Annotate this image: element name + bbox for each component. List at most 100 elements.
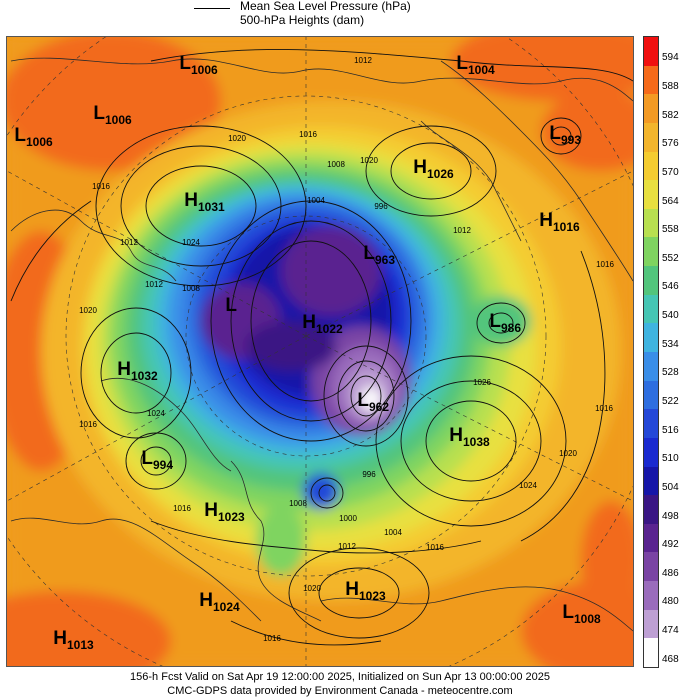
colorbar-cell (644, 208, 658, 238)
colorbar-cell (644, 581, 658, 611)
system-type-letter: L (456, 53, 468, 74)
colorbar-label: 576 (662, 138, 679, 150)
colorbar-label: 468 (662, 653, 679, 665)
chart-footer: 156-h Fcst Valid on Sat Apr 19 12:00:00 … (0, 670, 680, 698)
system-type-letter: L (357, 390, 369, 411)
colorbar-label: 588 (662, 80, 679, 92)
isobar-value-label: 1000 (339, 514, 357, 523)
high-pressure-center[interactable]: H 1022 (302, 312, 343, 336)
colorbar-label: 552 (662, 252, 679, 264)
high-pressure-center[interactable]: H 1013 (53, 628, 94, 652)
high-pressure-center[interactable]: H 1023 (204, 500, 245, 524)
system-pressure-value: 1032 (131, 369, 158, 383)
system-type-letter: L (489, 311, 501, 332)
high-pressure-center[interactable]: H 1032 (117, 359, 158, 383)
system-pressure-value: 986 (501, 321, 521, 335)
system-type-letter: H (345, 579, 359, 600)
system-type-letter: L (179, 53, 191, 74)
isobar-value-label: 1012 (354, 56, 372, 65)
system-type-letter: H (117, 359, 131, 380)
high-pressure-center[interactable]: H 1026 (413, 157, 454, 181)
low-pressure-center[interactable]: L 962 (357, 390, 389, 414)
system-pressure-value: 1006 (105, 113, 132, 127)
system-type-letter: H (199, 590, 213, 611)
isobars (10, 49, 633, 646)
low-pressure-center[interactable]: L (225, 295, 237, 316)
isobar-value-label: 1004 (307, 196, 325, 205)
isobar-value-label: 1016 (596, 260, 614, 269)
system-type-letter: L (225, 295, 237, 316)
low-pressure-center[interactable]: L 1004 (456, 53, 495, 77)
system-type-letter: L (141, 448, 153, 469)
low-pressure-center[interactable]: L 963 (363, 243, 395, 267)
system-pressure-value: 1006 (26, 135, 53, 149)
system-pressure-value: 1013 (67, 638, 94, 652)
isobar-value-label: 1012 (120, 238, 138, 247)
colorbar-cell (644, 609, 658, 639)
colorbar-cell (644, 409, 658, 439)
colorbar-cell (644, 94, 658, 124)
coastlines (10, 57, 633, 632)
forecast-map[interactable]: 1012 1020 1016 1008 1020 1004 996 1012 1016 1024 1… (6, 36, 634, 667)
system-pressure-value: 1008 (574, 612, 601, 626)
colorbar-cell (644, 266, 658, 296)
isobar-value-label: 1020 (79, 306, 97, 315)
colorbar-label: 486 (662, 567, 679, 579)
system-pressure-value: 1024 (213, 600, 240, 614)
isobar-value-label: 1020 (360, 156, 378, 165)
high-pressure-center[interactable]: H 1016 (539, 210, 580, 234)
colorbar-cell (644, 352, 658, 382)
low-pressure-center[interactable]: L 986 (489, 311, 521, 335)
system-type-letter: H (449, 425, 463, 446)
isobar-value-label: 1012 (453, 226, 471, 235)
colorbar-label: 492 (662, 539, 679, 551)
isobar-value-label: 1020 (303, 584, 321, 593)
isobar-value-label: 1020 (228, 134, 246, 143)
colorbar-cell (644, 323, 658, 353)
system-type-letter: L (93, 103, 105, 124)
system-pressure-value: 1023 (218, 510, 245, 524)
colorbar-label: 582 (662, 109, 679, 121)
system-type-letter: H (539, 210, 553, 231)
system-type-letter: H (413, 157, 427, 178)
isobar-legend-line (194, 8, 230, 9)
data-credit-text: CMC-GDPS data provided by Environment Ca… (167, 685, 513, 697)
isobar-value-label: 1016 (263, 634, 281, 643)
system-type-letter: L (14, 125, 26, 146)
colorbar-label: 558 (662, 224, 679, 236)
colorbar-cell (644, 380, 658, 410)
low-pressure-center[interactable]: L 1006 (179, 53, 218, 77)
colorbar-cell (644, 37, 658, 67)
low-pressure-center[interactable]: L 994 (141, 448, 173, 472)
system-pressure-value: 1006 (191, 63, 218, 77)
map-canvas: 1012 1020 1016 1008 1020 1004 996 1012 1016 1024 1… (7, 37, 633, 666)
low-pressure-center[interactable]: L 1006 (14, 125, 53, 149)
colorbar-cell (644, 437, 658, 468)
system-pressure-value: 1016 (553, 220, 580, 234)
isobar-value-label: 1004 (384, 528, 402, 537)
colorbar-cell (644, 122, 658, 153)
isobar-value-label: 1008 (327, 160, 345, 169)
isobar-value-label: 1024 (519, 481, 537, 490)
high-pressure-center[interactable]: H 1038 (449, 425, 490, 449)
isobar-value-label: 1020 (559, 449, 577, 458)
isobar-value-label: 1016 (426, 543, 444, 552)
isobar-value-label: 996 (362, 470, 376, 479)
isobar-value-label: 1016 (299, 130, 317, 139)
system-type-letter: H (204, 500, 218, 521)
system-pressure-value: 1022 (316, 322, 343, 336)
high-pressure-center[interactable]: H 1024 (199, 590, 240, 614)
colorbar-cell (644, 638, 658, 668)
colorbar-label: 474 (662, 625, 679, 637)
low-pressure-center[interactable]: L 993 (549, 123, 581, 147)
low-pressure-center[interactable]: L 1008 (562, 602, 601, 626)
isobar-value-label: 1016 (173, 504, 191, 513)
high-pressure-center[interactable]: H 1023 (345, 579, 386, 603)
low-pressure-center[interactable]: L 1006 (93, 103, 132, 127)
height-colorbar (643, 36, 659, 668)
colorbar-cell (644, 466, 658, 496)
colorbar-cell (644, 65, 658, 95)
system-pressure-value: 963 (375, 253, 395, 267)
high-pressure-center[interactable]: H 1031 (184, 190, 225, 214)
colorbar-label: 570 (662, 166, 679, 178)
